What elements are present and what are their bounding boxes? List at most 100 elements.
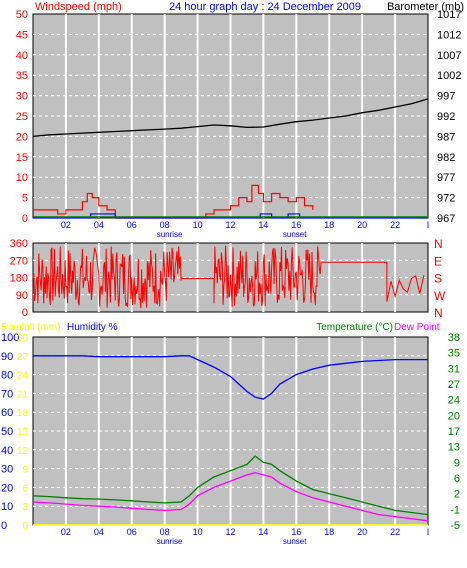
humidity-tick-label: 90 bbox=[1, 351, 13, 363]
temperature-time-tick-label: 12 bbox=[225, 527, 235, 537]
windspeed-tick-label: 45 bbox=[16, 29, 28, 41]
wind-time-tick-label: 22 bbox=[390, 220, 400, 230]
temperature-sunset-label: sunset bbox=[283, 537, 307, 546]
rainfall-tick-label: 12 bbox=[17, 446, 29, 457]
barometer-tick-label: 972 bbox=[437, 193, 455, 205]
compass-tick-label: S bbox=[434, 272, 442, 286]
wind-time-tick-label: 20 bbox=[357, 220, 367, 230]
humidity-tick-label: 50 bbox=[1, 426, 13, 438]
barometer-tick-label: 1012 bbox=[437, 29, 461, 41]
wind-time-tick-label: I bbox=[427, 220, 430, 230]
direction-tick-label: 270 bbox=[10, 255, 28, 267]
temperature-time-tick-label: 02 bbox=[61, 527, 71, 537]
wind-time-tick-label: 04 bbox=[94, 220, 104, 230]
temperature-panel-header: Rainfall (mm) Humidity % Temperature (°C… bbox=[1, 322, 440, 333]
temperature-tick-label: 24 bbox=[448, 395, 460, 407]
temperature-tick-label: 38 bbox=[448, 332, 460, 344]
temperature-time-tick-label: 14 bbox=[258, 527, 268, 537]
temperature-tick-label: 6 bbox=[454, 473, 460, 485]
windspeed-tick-label: 25 bbox=[16, 111, 28, 123]
temperature-tick-label: 17 bbox=[448, 426, 460, 438]
rainfall-tick-label: 9 bbox=[22, 465, 28, 476]
windspeed-tick-label: 5 bbox=[22, 193, 28, 205]
temperature-series-line bbox=[32, 455, 429, 516]
windspeed-axis-title: Windspeed (mph) bbox=[35, 1, 122, 13]
temperature-time-tick-label: 10 bbox=[193, 527, 203, 537]
wind-sunset-label: sunset bbox=[283, 230, 307, 239]
compass-tick-label: N bbox=[434, 237, 443, 251]
windspeed-tick-label: 50 bbox=[16, 9, 28, 21]
humidity-tick-label: 20 bbox=[1, 482, 13, 494]
barometer-axis-title: Barometer (mb) bbox=[387, 1, 464, 13]
dewpoint-axis-title: Dew Point bbox=[394, 322, 440, 333]
wind-time-tick-label: 16 bbox=[291, 220, 301, 230]
wind-time-tick-label: 06 bbox=[127, 220, 137, 230]
rainfall-tick-label: 6 bbox=[22, 483, 28, 494]
temperature-tick-label: 27 bbox=[448, 379, 460, 391]
temperature-tick-label: 9 bbox=[454, 457, 460, 469]
barometer-tick-label: 1007 bbox=[437, 50, 461, 62]
windspeed-tick-label: 0 bbox=[22, 213, 28, 225]
compass-tick-label: E bbox=[434, 254, 442, 268]
barometer-tick-label: 997 bbox=[437, 91, 455, 103]
humidity-axis-title: Humidity % bbox=[67, 322, 118, 333]
temperature-axis-title: Temperature (°C) bbox=[316, 322, 393, 333]
rainfall-tick-label: 3 bbox=[22, 502, 28, 513]
rainfall-tick-label: 18 bbox=[17, 408, 29, 419]
temperature-tick-label: 35 bbox=[448, 348, 460, 360]
humidity-tick-label: 100 bbox=[1, 332, 19, 344]
humidity-tick-label: 30 bbox=[1, 464, 13, 476]
barometer-tick-label: 967 bbox=[437, 213, 455, 225]
temperature-time-tick-label: 16 bbox=[291, 527, 301, 537]
wind-direction-series-line bbox=[32, 245, 425, 309]
barometer-tick-label: 982 bbox=[437, 152, 455, 164]
temperature-time-tick-label: 08 bbox=[160, 527, 170, 537]
barometer-tick-label: 977 bbox=[437, 172, 455, 184]
wind-average-series-line bbox=[33, 213, 428, 219]
humidity-tick-label: 70 bbox=[1, 388, 13, 400]
temperature-sunrise-label: sunrise bbox=[157, 537, 183, 546]
humidity-tick-label: 80 bbox=[1, 370, 13, 382]
rainfall-tick-label: 24 bbox=[17, 371, 29, 382]
temperature-time-tick-label: 20 bbox=[357, 527, 367, 537]
barometer-tick-label: 987 bbox=[437, 131, 455, 143]
rainfall-tick-label: 30 bbox=[17, 333, 29, 344]
wind-time-tick-label: 10 bbox=[193, 220, 203, 230]
compass-tick-label: W bbox=[434, 289, 446, 303]
humidity-tick-label: 0 bbox=[1, 520, 7, 532]
temperature-humidity-panel: 0 10 20 30 40 50 60 70 80 90 100 0 3 6 9 12 15 18 21 24 27 30… bbox=[1, 332, 460, 546]
humidity-tick-label: 40 bbox=[1, 445, 13, 457]
temperature-time-tick-label: 22 bbox=[390, 527, 400, 537]
temperature-time-tick-label: I bbox=[427, 527, 430, 537]
windspeed-tick-label: 30 bbox=[16, 91, 28, 103]
wind-sunrise-label: sunrise bbox=[157, 230, 183, 239]
rainfall-tick-label: 15 bbox=[17, 427, 29, 438]
rainfall-axis-title: Rainfall (mm) bbox=[1, 322, 60, 333]
windspeed-tick-label: 10 bbox=[16, 172, 28, 184]
dewpoint-series-line bbox=[32, 472, 429, 522]
barometer-tick-label: 992 bbox=[437, 111, 455, 123]
wind-time-tick-label: 14 bbox=[258, 220, 268, 230]
wind-time-tick-label: 12 bbox=[225, 220, 235, 230]
barometer-series-line bbox=[32, 98, 429, 138]
humidity-tick-label: 60 bbox=[1, 407, 13, 419]
direction-tick-label: 180 bbox=[10, 273, 28, 285]
temperature-time-tick-label: 04 bbox=[94, 527, 104, 537]
temperature-tick-label: 2 bbox=[454, 489, 460, 501]
windspeed-tick-label: 15 bbox=[16, 152, 28, 164]
temperature-time-tick-label: 06 bbox=[127, 527, 137, 537]
direction-tick-label: 90 bbox=[16, 290, 28, 302]
wind-barometer-panel: 0 5 10 15 20 25 30 35 40 45 50 967 972 977 982 987 992 99… bbox=[16, 9, 462, 239]
windspeed-tick-label: 20 bbox=[16, 131, 28, 143]
temperature-time-tick-label: 18 bbox=[324, 527, 334, 537]
wind-time-tick-label: 02 bbox=[61, 220, 71, 230]
compass-tick-label: N bbox=[434, 306, 443, 320]
direction-tick-label: 0 bbox=[22, 307, 28, 319]
rainfall-tick-label: 0 bbox=[22, 521, 28, 532]
temperature-tick-label: 13 bbox=[448, 442, 460, 454]
temperature-tick-label: 20 bbox=[448, 410, 460, 422]
rainfall-tick-label: 21 bbox=[17, 389, 29, 400]
